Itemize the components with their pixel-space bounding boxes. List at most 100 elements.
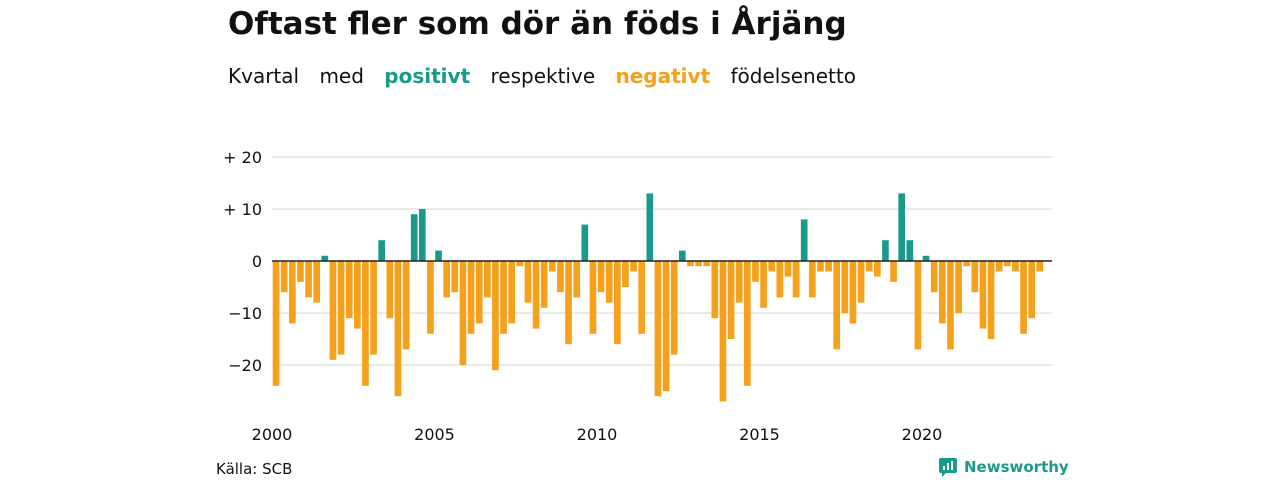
- bar: [548, 261, 556, 272]
- bar: [719, 261, 727, 402]
- bar: [995, 261, 1003, 272]
- bar: [288, 261, 296, 324]
- subtitle-word: med: [319, 64, 364, 88]
- y-tick-label: −10: [228, 304, 262, 323]
- bar: [898, 193, 906, 261]
- bar: [378, 240, 386, 261]
- bar: [313, 261, 321, 303]
- bar: [1012, 261, 1019, 272]
- subtitle-positive: positivt: [384, 64, 471, 88]
- bar: [386, 261, 394, 319]
- bar: [613, 261, 621, 345]
- source-label: Källa: SCB: [216, 460, 293, 478]
- bar: [370, 261, 377, 355]
- bar: [670, 261, 678, 355]
- bar: [654, 261, 662, 397]
- bar: [752, 261, 759, 282]
- bar: [565, 261, 572, 345]
- bar: [492, 261, 499, 371]
- subtitle-word: födelsenetto: [730, 64, 856, 88]
- subtitle-negative: negativt: [615, 64, 711, 88]
- bar: [1003, 261, 1011, 267]
- bar: [695, 261, 702, 267]
- bar: [630, 261, 637, 272]
- bar: [865, 261, 873, 272]
- bar: [678, 250, 686, 261]
- bar: [882, 240, 889, 261]
- bar: [353, 261, 361, 329]
- x-tick-label: 2015: [739, 425, 780, 444]
- bar: [483, 261, 491, 298]
- bar: [808, 261, 816, 298]
- bar: [622, 261, 629, 287]
- chart-title: Oftast fler som dör än föds i Årjäng: [228, 6, 847, 42]
- newsworthy-icon: [939, 458, 957, 477]
- bar: [979, 261, 987, 329]
- y-tick-label: + 10: [223, 200, 262, 219]
- bar: [963, 261, 971, 267]
- bar: [825, 261, 832, 272]
- bar: [646, 193, 654, 261]
- bar: [792, 261, 800, 298]
- bar: [1036, 261, 1044, 272]
- bar: [345, 261, 353, 319]
- bar: [418, 209, 426, 261]
- bar: [451, 261, 459, 293]
- y-tick-label: −20: [228, 356, 262, 375]
- bar: [930, 261, 938, 293]
- bar: [443, 261, 451, 298]
- bar: [987, 261, 995, 339]
- bar: [475, 261, 483, 324]
- bar: [922, 255, 930, 261]
- brand-name: Newsworthy: [964, 458, 1069, 476]
- bar: [524, 261, 532, 303]
- bar: [581, 224, 589, 261]
- bar: [841, 261, 849, 313]
- bar: [687, 261, 694, 267]
- bar: [508, 261, 516, 324]
- subtitle-word: respektive: [490, 64, 596, 88]
- bar: [906, 240, 914, 261]
- bar: [305, 261, 312, 298]
- bar: [971, 261, 979, 293]
- bar: [800, 219, 808, 261]
- bar: [768, 261, 776, 272]
- bar: [857, 261, 865, 303]
- brand-logo: Newsworthy: [938, 457, 1069, 477]
- bar: [402, 261, 410, 350]
- bar: [605, 261, 613, 303]
- bar: [362, 261, 369, 386]
- bar: [321, 255, 329, 261]
- bar: [638, 261, 646, 334]
- x-tick-label: 2005: [414, 425, 455, 444]
- y-tick-label: 0: [252, 252, 262, 271]
- x-tick-label: 2020: [902, 425, 943, 444]
- bar: [727, 261, 735, 339]
- bar: [297, 261, 304, 282]
- bar: [735, 261, 743, 303]
- bar: [427, 261, 434, 334]
- bar: [329, 261, 337, 360]
- bar: [557, 261, 564, 293]
- bar: [597, 261, 605, 293]
- bar: [890, 261, 897, 282]
- bar: [947, 261, 954, 350]
- bar: [817, 261, 824, 272]
- bar: [394, 261, 402, 397]
- bar: [1020, 261, 1027, 334]
- chart-subtitle: Kvartal med positivt respektive negativt…: [228, 64, 870, 88]
- bar: [410, 214, 418, 261]
- bar: [743, 261, 751, 386]
- bar: [589, 261, 597, 334]
- bar: [337, 261, 345, 355]
- bar: [435, 250, 442, 261]
- bar: [280, 261, 288, 293]
- subtitle-word: Kvartal: [228, 64, 300, 88]
- bar: [711, 261, 719, 319]
- bar: [760, 261, 767, 308]
- bar: [532, 261, 540, 329]
- bar: [467, 261, 475, 334]
- bar: [272, 261, 280, 386]
- bar: [459, 261, 467, 365]
